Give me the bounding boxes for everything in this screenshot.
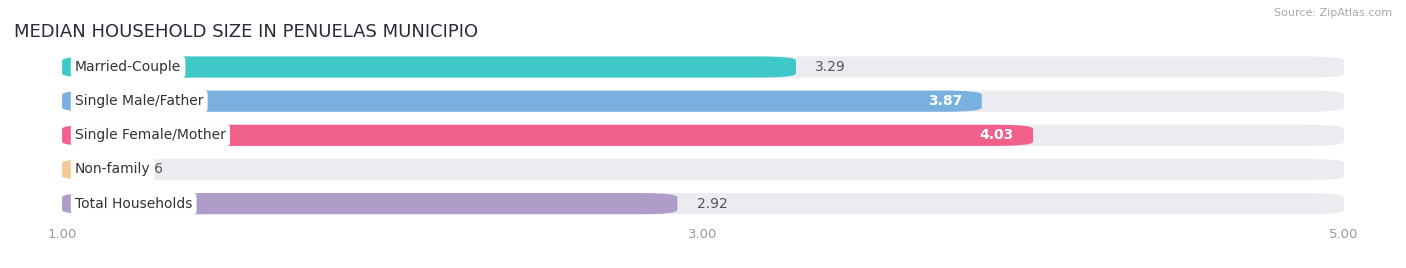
- Text: Married-Couple: Married-Couple: [75, 60, 181, 74]
- FancyBboxPatch shape: [62, 193, 678, 214]
- Text: Single Female/Mother: Single Female/Mother: [75, 128, 226, 142]
- FancyBboxPatch shape: [62, 91, 981, 112]
- Text: Single Male/Father: Single Male/Father: [75, 94, 204, 108]
- FancyBboxPatch shape: [62, 125, 1033, 146]
- FancyBboxPatch shape: [62, 91, 1344, 112]
- FancyBboxPatch shape: [62, 159, 1344, 180]
- Text: Total Households: Total Households: [75, 197, 193, 211]
- Text: 2.92: 2.92: [696, 197, 727, 211]
- Text: 1.16: 1.16: [132, 162, 163, 177]
- Text: MEDIAN HOUSEHOLD SIZE IN PENUELAS MUNICIPIO: MEDIAN HOUSEHOLD SIZE IN PENUELAS MUNICI…: [14, 23, 478, 41]
- Text: 3.29: 3.29: [815, 60, 846, 74]
- Text: 3.87: 3.87: [928, 94, 963, 108]
- Text: 4.03: 4.03: [980, 128, 1014, 142]
- FancyBboxPatch shape: [62, 125, 1344, 146]
- Text: Non-family: Non-family: [75, 162, 150, 177]
- FancyBboxPatch shape: [62, 159, 114, 180]
- FancyBboxPatch shape: [62, 57, 796, 78]
- FancyBboxPatch shape: [62, 57, 1344, 78]
- FancyBboxPatch shape: [62, 193, 1344, 214]
- Text: Source: ZipAtlas.com: Source: ZipAtlas.com: [1274, 8, 1392, 18]
